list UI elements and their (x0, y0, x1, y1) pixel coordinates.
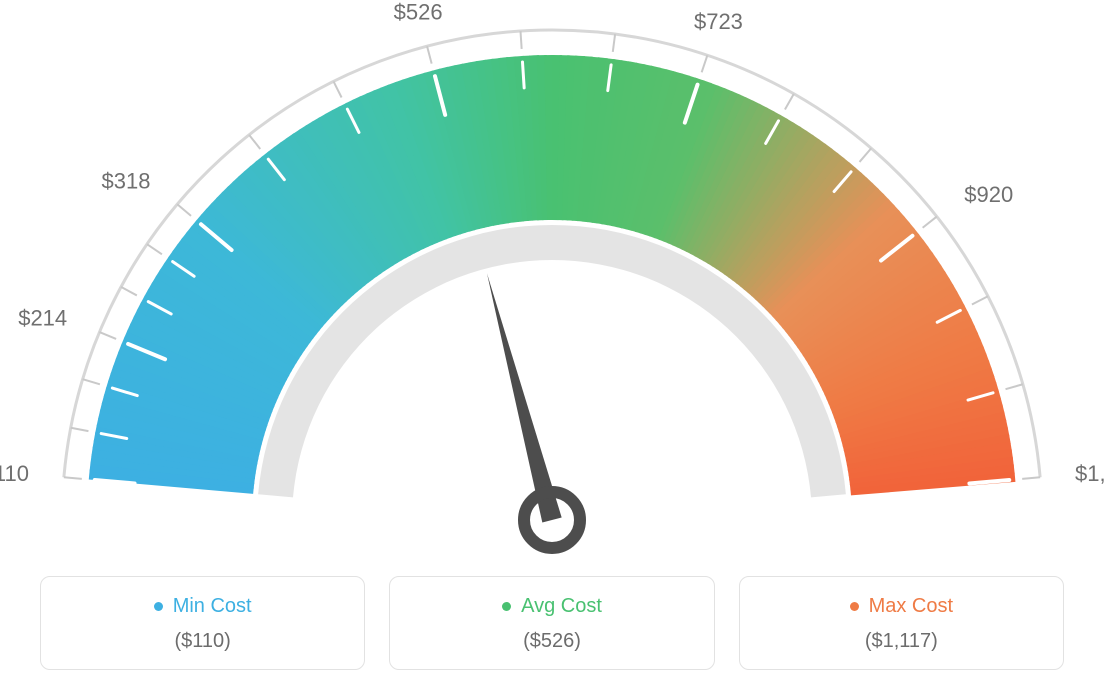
legend-text-max: Max Cost (869, 595, 953, 618)
chart-container: $110 $214 $318 $526 $723 $920 $1,117 Min Cost … (0, 0, 1104, 690)
legend-row: Min Cost ($110) Avg Cost ($526) Max Cost… (40, 576, 1064, 670)
svg-text:$723: $723 (694, 9, 743, 34)
legend-dot-avg (502, 602, 511, 611)
legend-dot-max (850, 602, 859, 611)
legend-text-avg: Avg Cost (521, 595, 602, 618)
legend-value-avg: ($526) (400, 630, 703, 653)
legend-value-max: ($1,117) (750, 630, 1053, 653)
legend-text-min: Min Cost (173, 595, 252, 618)
legend-label-min: Min Cost (154, 595, 252, 618)
legend-card-avg: Avg Cost ($526) (389, 576, 714, 670)
svg-text:$920: $920 (964, 182, 1013, 207)
svg-text:$318: $318 (102, 169, 151, 194)
gauge-svg: $110 $214 $318 $526 $723 $920 $1,117 (0, 0, 1104, 560)
legend-label-avg: Avg Cost (502, 595, 602, 618)
gauge-area: $110 $214 $318 $526 $723 $920 $1,117 (0, 0, 1104, 560)
svg-text:$110: $110 (0, 461, 29, 486)
svg-text:$1,117: $1,117 (1075, 461, 1104, 486)
legend-value-min: ($110) (51, 630, 354, 653)
svg-text:$214: $214 (18, 306, 67, 331)
legend-label-max: Max Cost (850, 595, 953, 618)
svg-text:$526: $526 (394, 0, 443, 24)
legend-card-min: Min Cost ($110) (40, 576, 365, 670)
legend-dot-min (154, 602, 163, 611)
legend-card-max: Max Cost ($1,117) (739, 576, 1064, 670)
